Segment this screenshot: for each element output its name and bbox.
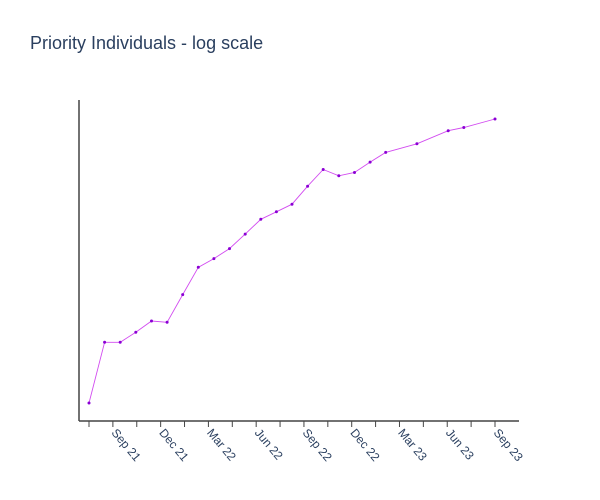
x-tick-label: Sep 21 [109,426,144,464]
data-point [150,319,153,323]
data-point [415,142,419,146]
x-ticks: Sep 21 Dec 21 Mar 22 Jun 22 Sep 22 Dec 22 Mar … [88,421,526,464]
data-point [274,210,278,214]
data-point [196,265,200,269]
series-layer [88,118,496,404]
x-tick-label: Dec 22 [347,426,382,464]
data-point [103,340,107,344]
data-point [243,232,247,236]
x-tick-label: Dec 21 [156,426,191,464]
data-point [290,202,294,206]
data-point [181,293,185,297]
data-point [228,247,231,251]
data-point [212,257,216,261]
data-point [306,184,310,188]
data-point [165,320,169,324]
x-tick-label: Mar 22 [204,426,239,464]
data-point [353,171,356,174]
data-point [118,340,122,344]
x-tick-label: Mar 23 [395,426,430,464]
data-point [337,174,341,178]
data-point [368,160,372,164]
chart-title: Priority Individuals - log scale [30,33,264,53]
data-point [462,126,466,129]
data-point [134,330,138,334]
series-line [88,118,496,404]
marker-layer [87,117,497,405]
x-tick-label: Sep 22 [300,426,335,464]
data-point [321,168,325,171]
x-tick-label: Sep 23 [491,426,526,464]
data-point [259,217,263,221]
data-point [87,401,91,405]
data-point [384,150,388,154]
data-point [446,129,450,133]
data-point [493,117,497,121]
axes [78,100,519,422]
x-tick-label: Jun 23 [443,426,477,463]
x-tick-label: Jun 22 [252,426,286,463]
